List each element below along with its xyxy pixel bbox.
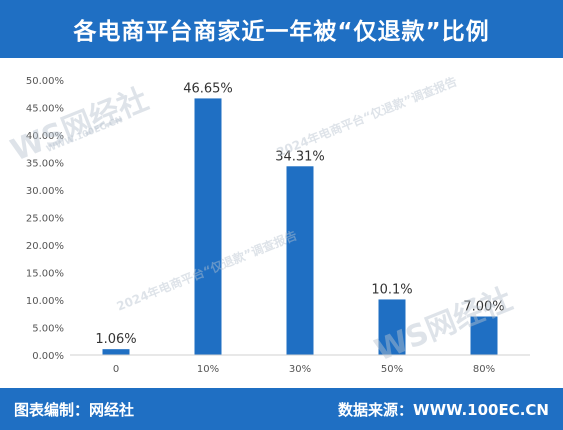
- y-tick-label: 35.00%: [26, 159, 64, 170]
- y-tick-label: 30.00%: [26, 186, 64, 197]
- y-tick-label: 0.00%: [32, 351, 64, 362]
- y-tick-label: 40.00%: [26, 131, 64, 142]
- chart-footer: 图表编制：网经社 数据来源：WWW.100EC.CN: [0, 388, 563, 430]
- data-label: 34.31%: [275, 149, 325, 164]
- bar: [286, 166, 314, 355]
- y-tick-label: 25.00%: [26, 214, 64, 225]
- y-tick-label: 45.00%: [26, 104, 64, 115]
- bar-chart: 0.00% 5.00% 10.00% 15.00% 20.00% 25.00% 30.00%…: [26, 76, 530, 375]
- x-tick-label: 10%: [197, 364, 219, 375]
- x-tick-label: 50%: [381, 364, 403, 375]
- y-tick-label: 5.00%: [32, 324, 64, 335]
- y-tick-label: 15.00%: [26, 269, 64, 280]
- chart-title: 各电商平台商家近一年被“仅退款”比例: [73, 19, 490, 45]
- x-tick-label: 30%: [289, 364, 311, 375]
- data-labels-group: 1.06% 46.65% 34.31% 10.1% 7.00%: [95, 81, 504, 347]
- footer-compiler: 图表编制：网经社: [14, 400, 135, 419]
- x-tick-label: 0: [113, 364, 119, 375]
- chart-area: 0.00% 5.00% 10.00% 15.00% 20.00% 25.00% 30.00%…: [0, 58, 563, 388]
- footer-source: 数据来源：WWW.100EC.CN: [338, 400, 549, 419]
- bar: [470, 316, 498, 355]
- y-tick-label: 50.00%: [26, 76, 64, 87]
- y-axis: 0.00% 5.00% 10.00% 15.00% 20.00% 25.00% 30.00%…: [26, 76, 64, 362]
- x-tick-label: 80%: [473, 364, 495, 375]
- y-tick-label: 10.00%: [26, 296, 64, 307]
- y-tick-label: 20.00%: [26, 241, 64, 252]
- chart-header: 各电商平台商家近一年被“仅退款”比例: [0, 0, 563, 58]
- data-label: 10.1%: [371, 282, 412, 297]
- bar: [194, 98, 222, 356]
- bar: [378, 299, 406, 355]
- data-label: 7.00%: [463, 300, 504, 315]
- data-label: 1.06%: [95, 332, 136, 347]
- bar: [102, 349, 130, 355]
- bars-group: [102, 98, 498, 356]
- x-axis: 0 10% 30% 50% 80%: [70, 354, 530, 375]
- data-label: 46.65%: [183, 81, 233, 96]
